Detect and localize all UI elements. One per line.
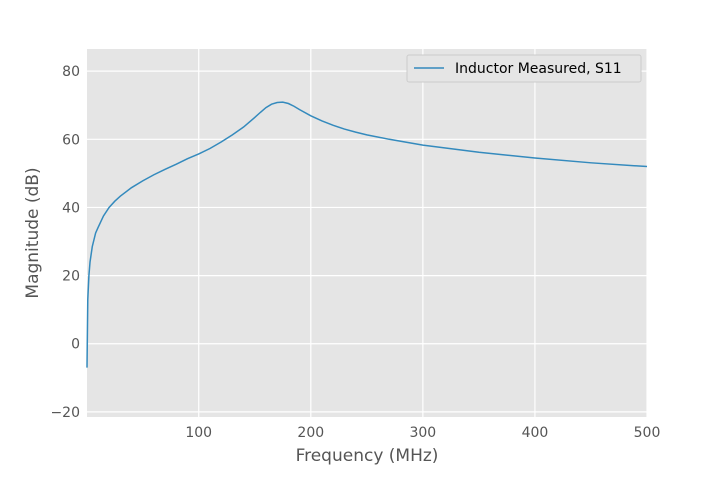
plot-background xyxy=(87,49,647,417)
x-tick-label: 100 xyxy=(185,425,212,441)
y-tick-label: −20 xyxy=(50,405,80,421)
x-tick-label: 500 xyxy=(634,425,661,441)
y-tick-label: 40 xyxy=(62,200,80,216)
legend-box xyxy=(406,54,642,83)
x-axis-label: Frequency (MHz) xyxy=(296,446,439,466)
y-axis-label: Magnitude (dB) xyxy=(23,167,43,298)
legend: Inductor Measured, S11 xyxy=(406,54,642,83)
series-line xyxy=(86,101,648,368)
y-tick-label: 60 xyxy=(62,132,80,148)
grid-lines xyxy=(87,49,648,417)
x-tick-label: 400 xyxy=(522,425,549,441)
y-tick-label: 20 xyxy=(62,269,80,285)
legend-label: Inductor Measured, S11 xyxy=(455,61,622,77)
tick-labels: 100 200 300 400 500 −20 0 20 40 60 80 xyxy=(50,64,660,441)
x-tick-label: 300 xyxy=(409,425,436,441)
y-tick-label: 80 xyxy=(62,64,80,80)
y-tick-label: 0 xyxy=(71,337,80,353)
x-tick-label: 200 xyxy=(297,425,324,441)
